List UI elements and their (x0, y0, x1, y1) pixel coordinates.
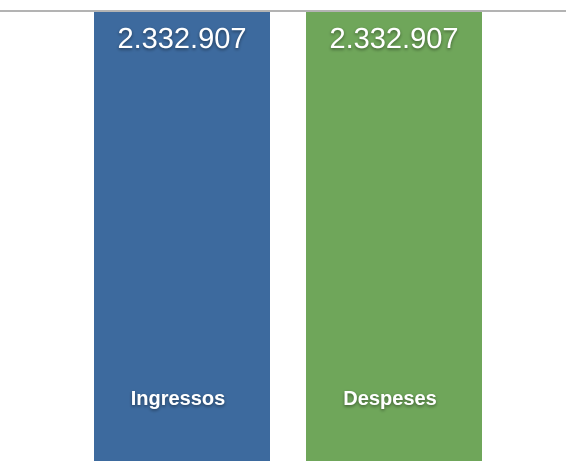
category-label-ingressos: Ingressos (131, 388, 225, 410)
value-label-despeses: 2.332.907 (329, 23, 458, 55)
value-label-ingressos: 2.332.907 (117, 23, 246, 55)
bar-ingressos (94, 11, 270, 461)
bar-despeses (306, 11, 482, 461)
category-label-despeses: Despeses (343, 388, 436, 410)
